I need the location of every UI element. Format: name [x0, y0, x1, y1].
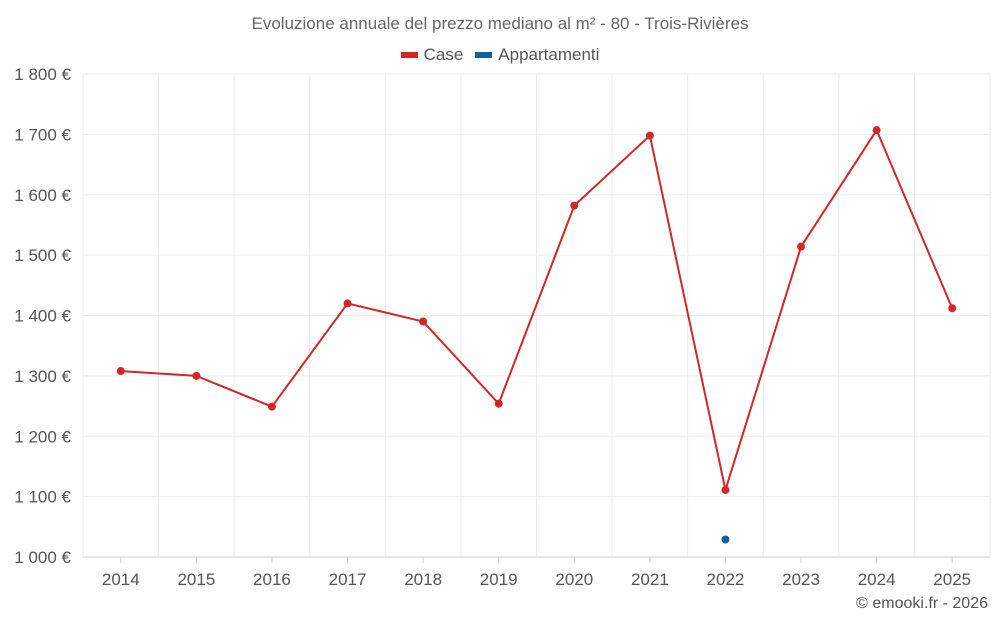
y-tick-label: 1 000 €	[14, 548, 71, 567]
legend-item-case[interactable]: Case	[400, 45, 464, 65]
x-tick-label: 2016	[253, 570, 291, 589]
legend-item-appartamenti[interactable]: Appartamenti	[475, 45, 599, 65]
series-line-case	[120, 129, 954, 491]
y-tick-label: 1 800 €	[14, 65, 71, 84]
data-point-case-2018	[419, 317, 428, 326]
legend: Case Appartamenti	[0, 45, 1000, 65]
data-point-case-2021	[645, 131, 654, 140]
data-point-case-2014	[116, 367, 125, 376]
x-tick-label: 2015	[177, 570, 215, 589]
data-point-case-2016	[267, 402, 276, 411]
data-point-appartamenti-2022	[721, 535, 730, 544]
legend-label-appartamenti: Appartamenti	[498, 45, 600, 64]
legend-swatch-case	[400, 52, 418, 58]
data-point-case-2024	[872, 126, 881, 135]
data-point-case-2023	[797, 242, 806, 251]
credit-text: © emooki.fr - 2026	[856, 595, 988, 612]
legend-label-case: Case	[423, 45, 464, 64]
y-tick-label: 1 400 €	[14, 307, 71, 326]
y-tick-label: 1 200 €	[14, 427, 71, 446]
x-tick-label: 2024	[858, 570, 896, 589]
x-tick-label: 2017	[329, 570, 367, 589]
y-tick-label: 1 500 €	[14, 246, 71, 265]
x-tick-label: 2018	[404, 570, 442, 589]
x-tick-label: 2023	[782, 570, 820, 589]
x-tick-label: 2019	[480, 570, 518, 589]
data-point-case-2015	[192, 371, 201, 380]
chart-title: Evoluzione annuale del prezzo mediano al…	[251, 14, 749, 33]
x-tick-label: 2020	[555, 570, 593, 589]
x-tick-label: 2014	[102, 570, 140, 589]
x-tick-label: 2025	[933, 570, 971, 589]
y-tick-label: 1 700 €	[14, 125, 71, 144]
data-point-case-2019	[494, 399, 503, 408]
legend-swatch-appartamenti	[475, 52, 493, 58]
y-tick-label: 1 100 €	[14, 488, 71, 507]
x-tick-label: 2022	[707, 570, 745, 589]
data-point-case-2017	[343, 299, 352, 308]
data-point-case-2020	[570, 201, 579, 210]
x-tick-label: 2021	[631, 570, 669, 589]
y-tick-label: 1 600 €	[14, 186, 71, 205]
data-point-case-2025	[948, 304, 957, 313]
y-tick-label: 1 300 €	[14, 367, 71, 386]
data-point-case-2022	[721, 485, 730, 494]
